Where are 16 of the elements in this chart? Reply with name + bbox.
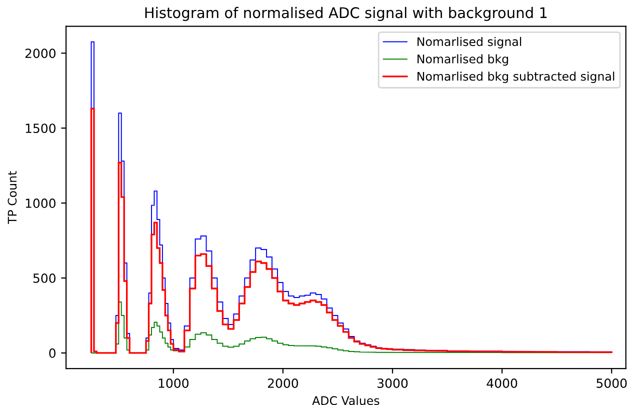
legend-label: Nomarlised signal bbox=[418, 36, 522, 48]
x-tick-label: 3000 bbox=[378, 378, 408, 388]
legend-label: Nomarlised bkg bbox=[418, 54, 508, 66]
chart-title: Histogram of normalised ADC signal with background 1 bbox=[145, 6, 547, 22]
y-axis-title: TP Count bbox=[8, 171, 17, 224]
y-tick-label: 1000 bbox=[26, 198, 56, 208]
y-tick-label: 1500 bbox=[26, 124, 56, 134]
x-axis-title: ADC Values bbox=[312, 396, 380, 405]
x-tick-label: 2000 bbox=[268, 378, 298, 388]
x-tick-label: 4000 bbox=[486, 378, 518, 388]
x-tick-label: 5000 bbox=[596, 378, 627, 388]
x-tick-label: 1000 bbox=[158, 378, 188, 388]
y-tick-label: 0 bbox=[49, 348, 56, 358]
y-tick-label: 500 bbox=[33, 273, 56, 283]
y-tick-label: 2000 bbox=[25, 48, 56, 58]
legend-label: Nomarlised bkg subtracted signal bbox=[418, 72, 614, 84]
